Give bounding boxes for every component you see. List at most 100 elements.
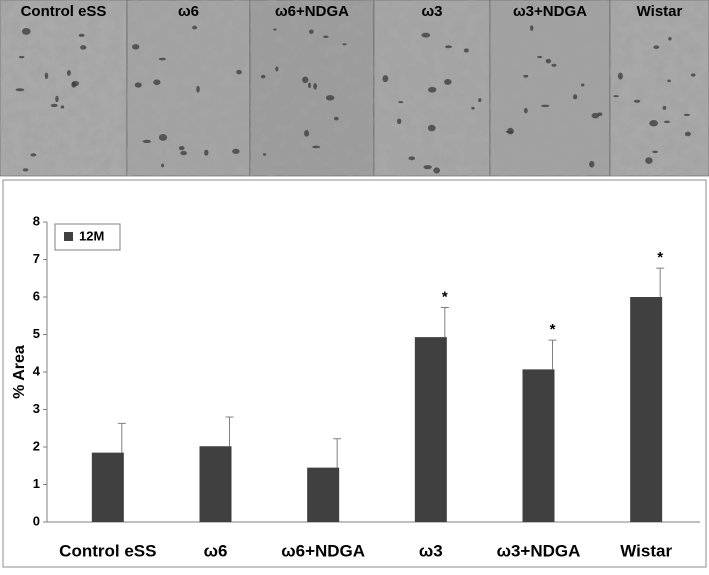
cell: [597, 112, 603, 116]
cell: [71, 80, 80, 87]
cell: [302, 76, 309, 84]
cell: [668, 36, 672, 41]
cell: [541, 104, 550, 108]
cell: [132, 44, 140, 50]
bar: [522, 369, 555, 522]
cell: [342, 43, 347, 46]
cell: [523, 74, 529, 78]
micrograph-texture: [610, 0, 709, 176]
y-tick-label: 0: [33, 513, 40, 528]
y-tick-label: 2: [33, 438, 40, 453]
cell: [545, 58, 552, 64]
cell: [60, 105, 65, 109]
legend-label: 12M: [79, 228, 104, 243]
micrograph-strip: Control eSS ω6 ω6+NDGA ω3 ω3+NDGA Wistar: [0, 0, 709, 177]
cell: [312, 145, 321, 149]
cell: [142, 139, 152, 144]
y-tick-label: 7: [33, 251, 40, 266]
y-axis-label: % Area: [11, 345, 28, 399]
cell: [66, 69, 71, 76]
cell: [273, 28, 277, 31]
cell: [683, 113, 690, 117]
panel-label: ω6+NDGA: [275, 3, 349, 20]
cell: [421, 32, 431, 38]
cell: [684, 131, 691, 137]
cell: [667, 79, 671, 83]
cell: [433, 167, 441, 174]
cell: [22, 168, 29, 172]
bar: [414, 337, 447, 522]
cell: [308, 82, 312, 89]
significance-mark: *: [657, 249, 663, 266]
micrograph-texture: [250, 0, 374, 176]
cell: [158, 57, 167, 61]
cell: [304, 130, 310, 137]
cell: [471, 106, 475, 110]
cell: [551, 63, 557, 67]
panel-label: ω3: [421, 3, 442, 20]
cell: [78, 33, 85, 37]
cell: [396, 118, 402, 125]
cell: [232, 148, 240, 154]
cell: [444, 78, 452, 85]
panel-label: Control eSS: [21, 3, 107, 20]
cell: [463, 48, 469, 53]
panel-label: ω6: [178, 3, 199, 20]
cell: [478, 98, 482, 103]
cell: [649, 120, 659, 127]
cell: [15, 88, 25, 92]
cell: [428, 86, 437, 93]
cell: [652, 150, 658, 154]
y-tick-label: 6: [33, 288, 40, 303]
x-tick-label: ω3: [419, 541, 443, 560]
cell: [178, 145, 185, 151]
cell: [204, 149, 209, 156]
significance-mark: *: [550, 321, 556, 338]
cell: [192, 25, 198, 30]
panel-label: Wistar: [637, 3, 683, 20]
significance-mark: *: [442, 288, 448, 305]
cell: [382, 75, 389, 83]
cell: [591, 112, 600, 119]
micrograph-texture: [127, 0, 250, 176]
legend-swatch: [64, 232, 73, 241]
cell: [427, 124, 436, 132]
bar: [199, 446, 232, 522]
cell: [633, 99, 641, 103]
cell: [308, 29, 314, 34]
cell: [153, 79, 161, 86]
cell: [662, 105, 667, 110]
cell: [580, 83, 585, 87]
bar: [91, 452, 124, 522]
cell: [21, 27, 31, 35]
bar: [307, 467, 340, 522]
y-tick-label: 3: [33, 401, 40, 416]
cell: [262, 153, 267, 156]
cell: [80, 45, 87, 50]
x-tick-label: ω6: [204, 541, 228, 560]
y-tick-label: 1: [33, 476, 40, 491]
cell: [589, 160, 595, 168]
cell: [530, 25, 534, 31]
cell: [333, 116, 339, 121]
y-tick-label: 8: [33, 213, 40, 228]
cell: [275, 66, 279, 72]
cell: [572, 94, 578, 100]
y-tick-label: 5: [33, 326, 40, 341]
cell: [613, 95, 619, 98]
cell: [444, 45, 453, 49]
x-tick-label: Control eSS: [59, 541, 156, 560]
cell: [617, 72, 623, 80]
cell: [134, 82, 142, 88]
cell: [507, 127, 514, 135]
cell: [537, 55, 543, 59]
y-tick-label: 4: [33, 363, 41, 378]
cell: [161, 163, 165, 168]
cell: [408, 156, 416, 161]
cell: [50, 103, 58, 108]
micrograph-texture: [0, 0, 127, 176]
cell: [158, 134, 168, 141]
cell: [260, 74, 266, 79]
cell: [645, 157, 653, 164]
cell: [196, 85, 200, 93]
